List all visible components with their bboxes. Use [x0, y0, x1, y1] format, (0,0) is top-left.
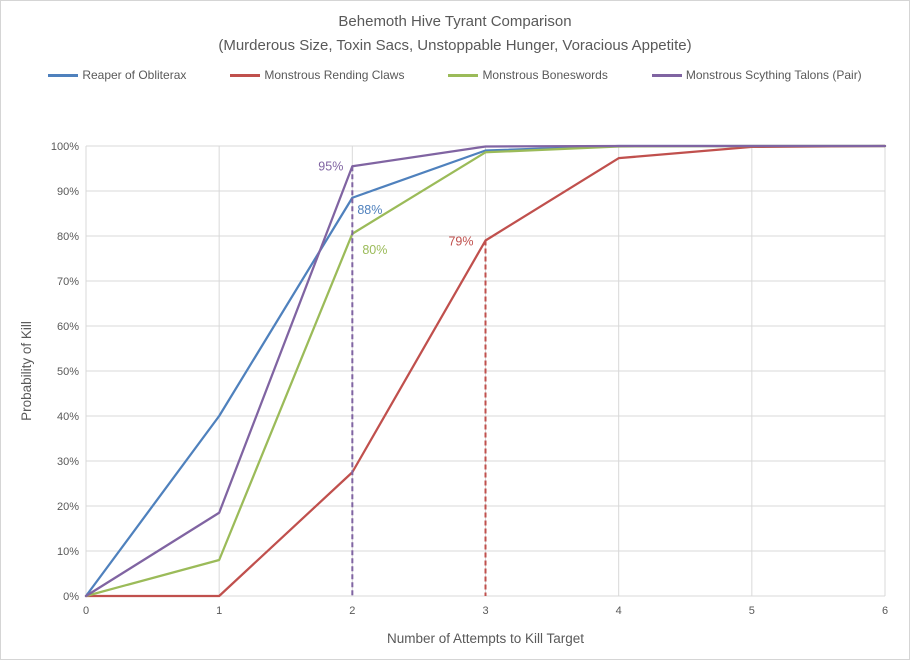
legend-label: Monstrous Boneswords [482, 68, 608, 82]
y-tick-label: 90% [57, 186, 79, 198]
data-label-80: 80% [362, 243, 387, 257]
y-axis-title: Probability of Kill [19, 321, 34, 421]
y-tick-label: 70% [57, 276, 79, 288]
chart-title-line2: (Murderous Size, Toxin Sacs, Unstoppable… [218, 37, 692, 54]
legend-label: Reaper of Obliterax [82, 68, 187, 82]
x-tick-label: 6 [882, 605, 888, 617]
chart-title-line1: Behemoth Hive Tyrant Comparison [338, 13, 572, 30]
y-tick-label: 40% [57, 411, 79, 423]
x-axis-title: Number of Attempts to Kill Target [387, 631, 584, 646]
y-tick-label: 20% [57, 501, 79, 513]
data-label-79: 79% [448, 235, 473, 249]
x-tick-label: 1 [216, 605, 222, 617]
data-label-95: 95% [318, 159, 343, 173]
legend-label: Monstrous Rending Claws [264, 68, 405, 82]
x-tick-label: 2 [349, 605, 355, 617]
series-line-monstrous-scything-talons-pair [84, 144, 887, 598]
legend-line-marker [48, 73, 79, 77]
y-tick-label: 0% [63, 591, 79, 603]
x-tick-labels: 0 1 2 3 4 5 6 [83, 605, 888, 617]
x-tick-label: 5 [749, 605, 755, 617]
legend-line-marker [230, 73, 261, 77]
y-tick-label: 60% [57, 321, 79, 333]
y-tick-label: 100% [51, 141, 79, 153]
legend-item-monstrous-scything-talons-pair: Monstrous Scything Talons (Pair) [651, 68, 862, 82]
legend-line-marker [651, 73, 682, 77]
chart-title: Behemoth Hive Tyrant Comparison (Murdero… [1, 10, 909, 58]
y-tick-label: 30% [57, 456, 79, 468]
y-tick-label: 80% [57, 231, 79, 243]
y-tick-labels: 0% 10% 20% 30% 40% 50% 60% 70% 80% 90% 100% [51, 141, 79, 603]
x-tick-label: 0 [83, 605, 89, 617]
legend-label: Monstrous Scything Talons (Pair) [685, 68, 862, 82]
y-tick-label: 50% [57, 366, 79, 378]
legend-line-marker [448, 73, 479, 77]
legend-item-monstrous-boneswords: Monstrous Boneswords [448, 68, 608, 82]
x-tick-label: 3 [482, 605, 488, 617]
y-tick-label: 10% [57, 546, 79, 558]
legend-item-monstrous-rending-claws: Monstrous Rending Claws [230, 68, 404, 82]
chart-legend: Reaper of Obliterax Monstrous Rending Cla… [1, 68, 909, 82]
x-tick-label: 4 [616, 605, 622, 617]
legend-item-reaper-of-obliterax: Reaper of Obliterax [48, 68, 186, 82]
data-label-88: 88% [357, 203, 382, 217]
